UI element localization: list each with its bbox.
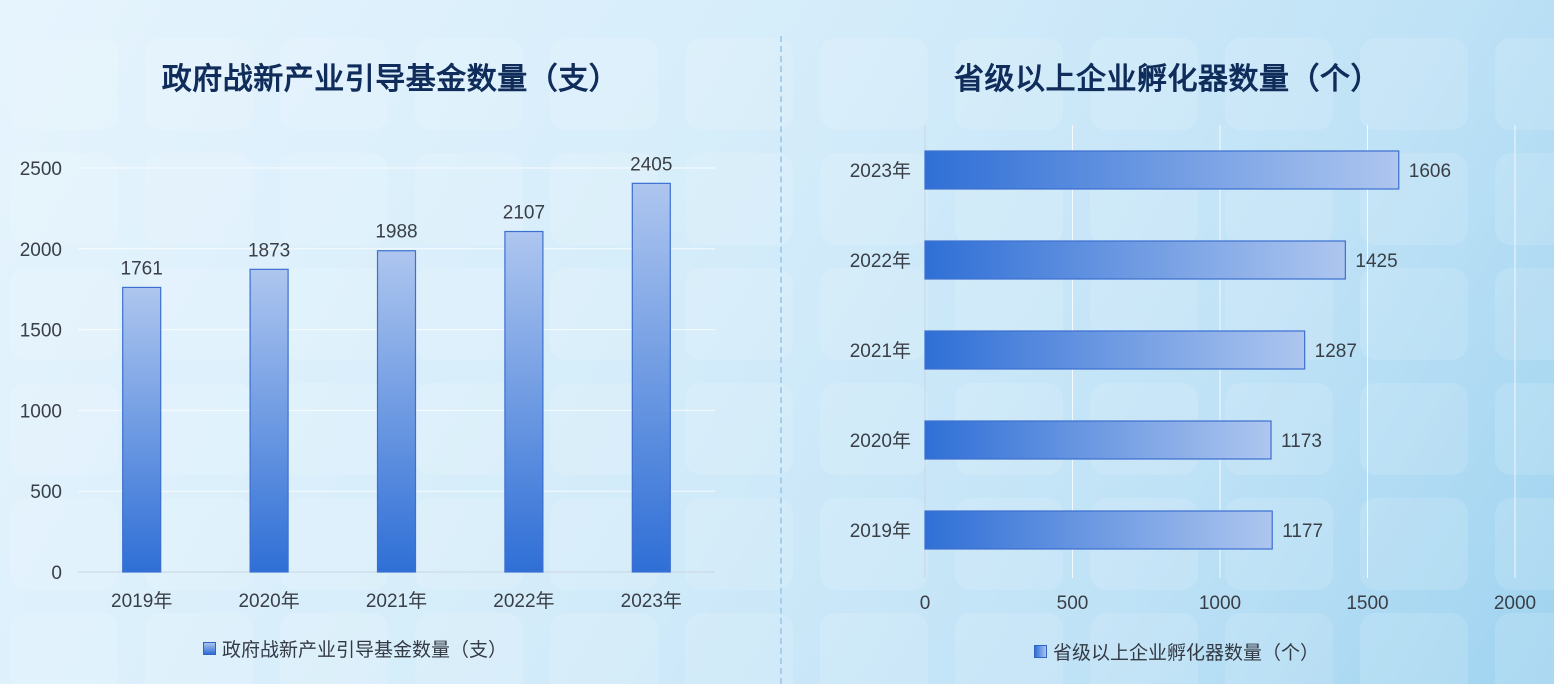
incubator-chart-title: 省级以上企业孵化器数量（个） <box>954 63 1381 96</box>
x-tick-label: 2000 <box>1494 593 1536 614</box>
bar-2019年 <box>122 286 162 573</box>
bar-value-label: 2405 <box>630 154 672 175</box>
fund-legend-swatch <box>203 642 216 655</box>
y-category-label: 2021年 <box>850 340 911 362</box>
y-tick-label: 2500 <box>20 159 62 180</box>
bar-value-label: 1173 <box>1281 431 1322 452</box>
bar-value-label: 1287 <box>1315 341 1357 362</box>
y-tick-label: 1000 <box>20 401 62 422</box>
y-category-label: 2022年 <box>850 250 911 272</box>
bar-value-label: 1988 <box>375 222 417 243</box>
bar-2023年 <box>924 150 1400 190</box>
x-category-label: 2021年 <box>366 590 427 612</box>
y-category-label: 2023年 <box>850 160 911 182</box>
panel-divider <box>780 36 782 684</box>
bar-value-label: 2107 <box>503 203 545 224</box>
bar-value-label: 1606 <box>1409 161 1451 182</box>
bar-value-label: 1425 <box>1355 251 1397 272</box>
y-tick-label: 2000 <box>20 240 62 261</box>
bar-2021年 <box>376 250 417 573</box>
bar-value-label: 1177 <box>1282 521 1323 542</box>
x-category-label: 2023年 <box>621 590 682 612</box>
x-category-label: 2019年 <box>111 590 172 612</box>
x-tick-label: 0 <box>920 593 931 614</box>
fund-count-panel: 政府战新产业引导基金数量（支） 0 500 1000 1500 2000 2500 176… <box>20 63 715 662</box>
incubator-count-panel: 省级以上企业孵化器数量（个） 0 500 1000 1500 2000 1177 1173… <box>781 0 1554 684</box>
y-tick-label: 500 <box>30 482 62 503</box>
bar-2020年 <box>924 420 1272 460</box>
x-tick-label: 1000 <box>1199 593 1241 614</box>
x-category-label: 2020年 <box>238 590 299 612</box>
y-category-label: 2020年 <box>850 430 911 452</box>
bar-2021年 <box>924 330 1306 370</box>
bar-2022年 <box>504 230 544 573</box>
bar-2022年 <box>924 240 1346 280</box>
fund-chart-legend: 政府战新产业引导基金数量（支） <box>203 635 507 662</box>
fund-chart-title: 政府战新产业引导基金数量（支） <box>161 63 620 96</box>
bar-value-label: 1761 <box>121 258 163 279</box>
incubator-legend-label: 省级以上企业孵化器数量（个） <box>1053 643 1320 664</box>
y-tick-label: 0 <box>51 563 62 584</box>
y-tick-label: 1500 <box>20 321 62 342</box>
fund-bar-chart: 0 500 1000 1500 2000 2500 1761 1873 1988 2107 240… <box>20 154 715 612</box>
x-tick-label: 1500 <box>1346 593 1388 614</box>
bar-2023年 <box>631 182 671 573</box>
incubator-legend-swatch <box>1034 645 1047 658</box>
fund-legend-label: 政府战新产业引导基金数量（支） <box>222 640 508 661</box>
incubator-chart-legend: 省级以上企业孵化器数量（个） <box>1034 638 1319 665</box>
y-category-label: 2019年 <box>850 520 911 542</box>
x-category-label: 2022年 <box>493 590 554 612</box>
bar-2019年 <box>924 510 1273 550</box>
x-tick-label: 500 <box>1057 593 1089 614</box>
bar-2020年 <box>249 268 289 573</box>
bar-value-label: 1873 <box>248 240 290 261</box>
incubator-bar-chart: 0 500 1000 1500 2000 1177 1173 1287 1425 1606 20… <box>850 125 1536 614</box>
